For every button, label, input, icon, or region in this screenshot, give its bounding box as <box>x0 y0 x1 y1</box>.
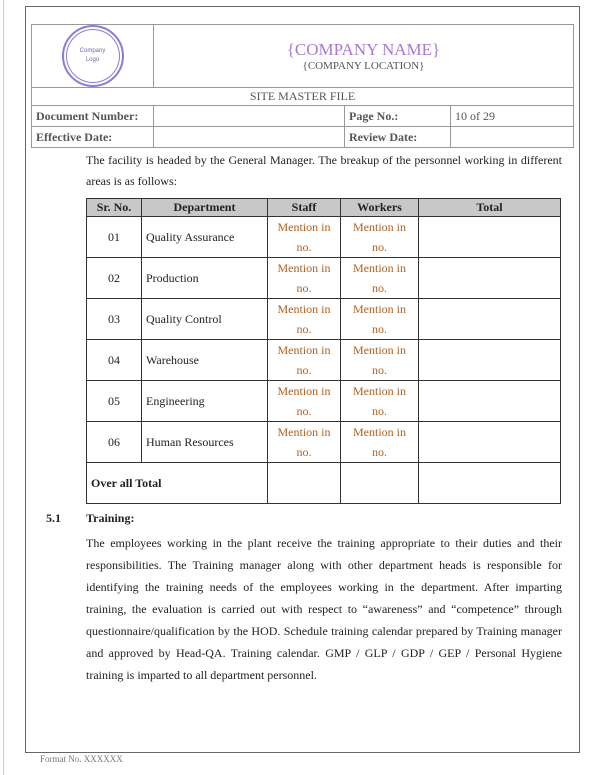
total-cell <box>418 380 561 422</box>
staff-cell: Mention in no. <box>267 339 341 381</box>
workers-cell: Mention in no. <box>340 380 419 422</box>
workers-cell: Mention in no. <box>340 216 419 258</box>
staff-cell: Mention in no. <box>267 216 341 258</box>
document-number-value <box>153 105 345 127</box>
col-header: Department <box>141 198 268 217</box>
doc-title: SITE MASTER FILE <box>31 87 574 106</box>
table-row: 01 Quality Assurance Mention in no. Mention… <box>86 216 561 258</box>
intro-paragraph: The facility is headed by the General Ma… <box>86 153 562 188</box>
workers-cell: Mention in no. <box>340 339 419 381</box>
table-row: 05 Engineering Mention in no. Mention in no… <box>86 380 561 422</box>
col-header: Workers <box>340 198 419 217</box>
workers-cell: Mention in no. <box>340 257 419 299</box>
company-location: {COMPANY LOCATION} <box>302 60 425 72</box>
company-name: {COMPANY NAME} <box>286 40 441 59</box>
total-total <box>418 462 561 504</box>
total-cell <box>418 298 561 340</box>
table-header-row: Sr. No. Department Staff Workers Total <box>86 198 561 217</box>
total-label: Over all Total <box>86 462 268 504</box>
department-cell: Quality Assurance <box>141 216 268 258</box>
total-cell <box>418 421 561 463</box>
department-cell: Quality Control <box>141 298 268 340</box>
sr-no-cell: 02 <box>86 257 142 299</box>
staff-cell: Mention in no. <box>267 380 341 422</box>
total-workers <box>340 462 419 504</box>
page-no-label: Page No.: <box>344 105 451 127</box>
document-header: Company Logo {COMPANY NAME} {COMPANY LOCA… <box>31 24 574 148</box>
sr-no-cell: 04 <box>86 339 142 381</box>
sr-no-cell: 06 <box>86 421 142 463</box>
sr-no-cell: 01 <box>86 216 142 258</box>
department-cell: Human Resources <box>141 421 268 463</box>
training-paragraph: The employees working in the plant recei… <box>86 536 562 682</box>
personnel-table: Sr. No. Department Staff Workers Total 0… <box>86 198 561 504</box>
page-border <box>25 6 580 753</box>
review-date-value <box>450 126 574 148</box>
effective-date-label: Effective Date: <box>31 126 154 148</box>
total-cell <box>418 257 561 299</box>
total-cell <box>418 339 561 381</box>
department-cell: Warehouse <box>141 339 268 381</box>
document-number-label: Document Number: <box>31 105 154 127</box>
format-number: Format No. XXXXXX <box>40 754 123 764</box>
table-row: 03 Quality Control Mention in no. Mention i… <box>86 298 561 340</box>
department-cell: Engineering <box>141 380 268 422</box>
table-row: 02 Production Mention in no. Mention in no. <box>86 257 561 299</box>
review-date-label: Review Date: <box>344 126 451 148</box>
effective-date-value <box>153 126 345 148</box>
workers-cell: Mention in no. <box>340 421 419 463</box>
sr-no-cell: 05 <box>86 380 142 422</box>
company-cell: {COMPANY NAME} {COMPANY LOCATION} <box>153 24 574 88</box>
logo-cell: Company Logo <box>31 24 154 88</box>
total-cell <box>418 216 561 258</box>
staff-cell: Mention in no. <box>267 421 341 463</box>
col-header: Staff <box>267 198 341 217</box>
staff-cell: Mention in no. <box>267 257 341 299</box>
total-row: Over all Total <box>86 462 561 504</box>
page-no-value: 10 of 29 <box>450 105 574 127</box>
table-row: 04 Warehouse Mention in no. Mention in no. <box>86 339 561 381</box>
col-header: Sr. No. <box>86 198 142 217</box>
window-edge <box>3 0 4 775</box>
logo-text: Company Logo <box>79 48 106 63</box>
table-row: 06 Human Resources Mention in no. Mention i… <box>86 421 561 463</box>
total-staff <box>267 462 341 504</box>
section-title: Training: <box>86 511 135 525</box>
department-cell: Production <box>141 257 268 299</box>
staff-cell: Mention in no. <box>267 298 341 340</box>
workers-cell: Mention in no. <box>340 298 419 340</box>
col-header: Total <box>418 198 561 217</box>
sr-no-cell: 03 <box>86 298 142 340</box>
section-number: 5.1 <box>46 511 61 525</box>
company-logo: Company Logo <box>61 25 124 87</box>
